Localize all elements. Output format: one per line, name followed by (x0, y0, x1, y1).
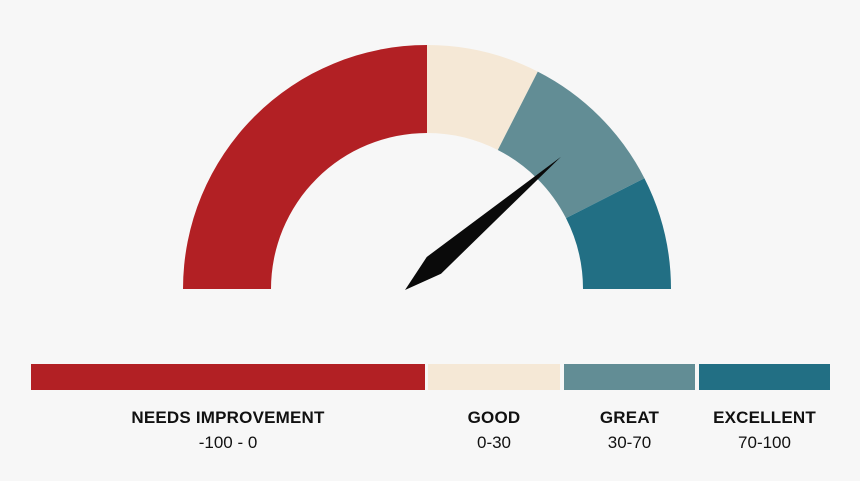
legend-name: GOOD (467, 408, 521, 427)
gauge-needle (405, 156, 561, 290)
legend-label-great: GREAT 30-70 (564, 407, 695, 454)
gauge-segment-great (497, 71, 645, 219)
legend-range: -100 - 0 (198, 433, 258, 452)
legend-bar-great (564, 364, 695, 390)
legend-range: 0-30 (476, 433, 512, 452)
legend-name: GREAT (599, 408, 660, 427)
legend-label-good: GOOD 0-30 (428, 407, 560, 454)
gauge-segment-needs-improvement (183, 45, 427, 289)
legend-bar-excellent (699, 364, 830, 390)
legend-label-needs-improvement: NEEDS IMPROVEMENT -100 - 0 (98, 407, 358, 454)
gauge-segment-good (427, 45, 538, 150)
legend-bar-needs-improvement (31, 364, 425, 390)
gauge-segment-excellent (566, 178, 671, 289)
legend-name: EXCELLENT (713, 408, 816, 427)
legend-name: NEEDS IMPROVEMENT (131, 408, 325, 427)
legend-range: 30-70 (607, 433, 652, 452)
legend-label-excellent: EXCELLENT 70-100 (694, 407, 835, 454)
legend-bar-good (428, 364, 560, 390)
legend-range: 70-100 (738, 433, 791, 452)
